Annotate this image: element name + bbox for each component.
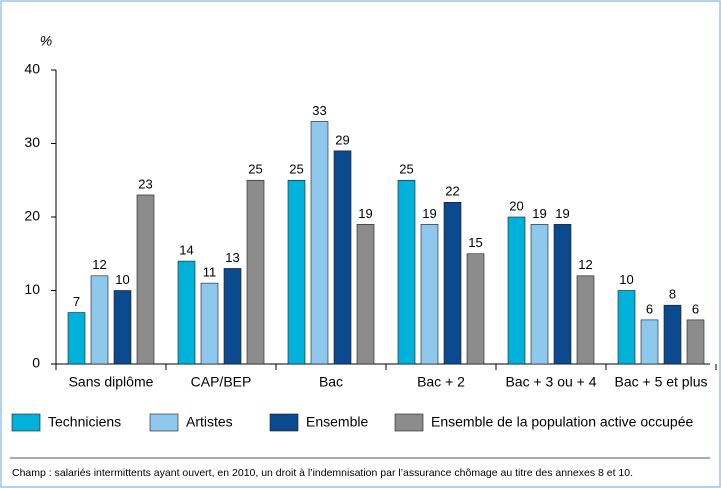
data-label: 6 xyxy=(692,301,699,316)
bar xyxy=(443,202,462,365)
data-label: 25 xyxy=(399,162,413,177)
data-label: 11 xyxy=(203,265,217,280)
bar xyxy=(686,319,705,365)
bar xyxy=(663,304,682,365)
bar xyxy=(420,224,439,365)
bar xyxy=(576,275,595,365)
bar xyxy=(246,179,265,365)
data-label: 7 xyxy=(73,294,80,309)
bar xyxy=(177,260,196,365)
bar xyxy=(507,216,526,365)
x-tick-label: Bac xyxy=(319,374,343,390)
y-axis-label: % xyxy=(40,33,52,49)
y-tick-label: 20 xyxy=(24,208,40,224)
data-label: 29 xyxy=(335,132,349,147)
legend-swatch xyxy=(269,413,299,432)
legend-swatch xyxy=(394,413,424,432)
data-label: 10 xyxy=(115,272,129,287)
bar xyxy=(223,268,242,365)
x-tick-label: Bac + 2 xyxy=(417,374,465,390)
x-tick-label: Sans diplôme xyxy=(69,374,154,390)
data-label: 6 xyxy=(646,301,653,316)
bar xyxy=(333,150,352,365)
legend-label: Techniciens xyxy=(48,414,121,430)
data-label: 14 xyxy=(179,243,193,258)
data-label: 25 xyxy=(289,162,303,177)
bar xyxy=(200,282,219,365)
bar xyxy=(553,224,572,365)
bar xyxy=(113,290,132,365)
data-label: 33 xyxy=(312,103,326,118)
footnote: Champ : salariés intermittents ayant ouv… xyxy=(12,467,633,479)
data-label: 10 xyxy=(619,272,633,287)
bar xyxy=(397,179,416,365)
legend-swatch xyxy=(149,413,179,432)
legend-label: Artistes xyxy=(186,414,233,430)
data-label: 23 xyxy=(138,176,152,191)
bar xyxy=(617,290,636,365)
data-label: 8 xyxy=(669,287,676,302)
data-label: 20 xyxy=(509,198,523,213)
bar xyxy=(466,253,485,365)
bar xyxy=(287,179,306,365)
data-label: 19 xyxy=(555,206,569,221)
data-label: 12 xyxy=(92,257,106,272)
x-tick-label: CAP/BEP xyxy=(191,374,252,390)
legend-label: Ensemble xyxy=(306,414,368,430)
bar xyxy=(67,312,86,365)
bar xyxy=(136,194,155,365)
bar xyxy=(310,121,329,365)
y-tick-label: 10 xyxy=(24,281,40,297)
x-tick-label: Bac + 5 et plus xyxy=(614,374,707,390)
y-tick-label: 0 xyxy=(32,355,40,371)
data-label: 25 xyxy=(248,162,262,177)
data-label: 19 xyxy=(358,206,372,221)
x-tick-label: Bac + 3 ou + 4 xyxy=(505,374,596,390)
data-label: 12 xyxy=(578,257,592,272)
data-label: 15 xyxy=(468,235,482,250)
bar xyxy=(640,319,659,365)
data-label: 13 xyxy=(225,250,239,265)
legend-swatch xyxy=(11,413,41,432)
y-tick-label: 40 xyxy=(24,61,40,77)
bar xyxy=(356,224,375,365)
y-tick-label: 30 xyxy=(24,134,40,150)
data-label: 22 xyxy=(445,184,459,199)
legend-label: Ensemble de la population active occupée xyxy=(431,414,694,430)
data-label: 19 xyxy=(422,206,436,221)
bar xyxy=(530,224,549,365)
bar xyxy=(90,275,109,365)
data-label: 19 xyxy=(532,206,546,221)
